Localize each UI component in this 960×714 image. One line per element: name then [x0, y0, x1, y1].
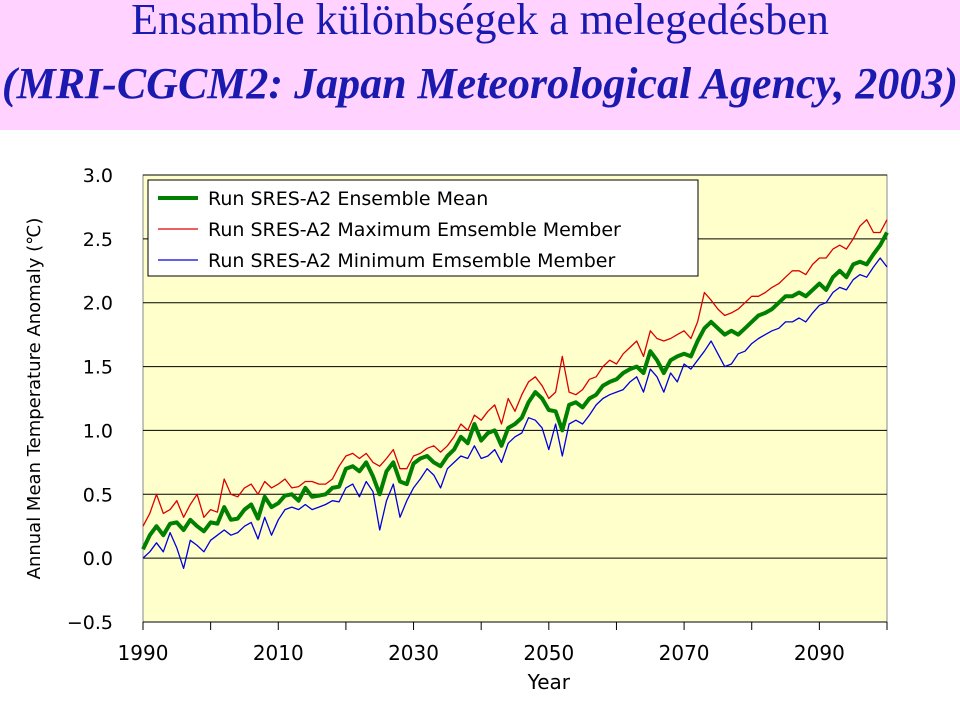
- x-tick-label: 2030: [388, 641, 439, 665]
- legend-label: Run SRES-A2 Maximum Emsemble Member: [208, 219, 621, 241]
- x-tick-label: 2070: [659, 641, 710, 665]
- y-tick-label: 1.0: [83, 420, 113, 442]
- x-axis-label: Year: [527, 670, 571, 694]
- legend: Run SRES-A2 Ensemble Mean Run SRES-A2 Max…: [147, 179, 699, 277]
- x-tick-label: 1990: [118, 641, 169, 665]
- y-tick-label: 0.5: [83, 484, 113, 506]
- series-line-mean: [141, 231, 889, 551]
- legend-label: Run SRES-A2 Minimum Emsemble Member: [208, 250, 615, 272]
- temperature-chart: Run SRES-A2 Ensemble Mean Run SRES-A2 Max…: [24, 165, 889, 694]
- legend-box: [147, 179, 699, 277]
- x-tick-label: 2050: [523, 641, 574, 665]
- y-tick-label: 1.5: [83, 357, 113, 379]
- slide-subtitle: (MRI-CGCM2: Japan Meteorological Agency,…: [1, 59, 959, 108]
- legend-label: Run SRES-A2 Ensemble Mean: [208, 188, 488, 210]
- series-line-max: [142, 219, 888, 527]
- y-axis-label: Annual Mean Temperature Anomaly (℃): [24, 218, 45, 580]
- slide-title: Ensamble különbségek a melegedésben: [131, 0, 829, 44]
- x-tick-label: 2010: [253, 641, 304, 665]
- chart-panel: Run SRES-A2 Ensemble Mean Run SRES-A2 Max…: [0, 130, 960, 710]
- series-line-min: [142, 257, 888, 570]
- y-tick-label: −0.5: [67, 612, 113, 634]
- x-tick-label: 2090: [794, 641, 845, 665]
- y-tick-label: 0.0: [83, 548, 113, 570]
- y-tick-label: 2.0: [83, 293, 113, 315]
- slide-header: Ensamble különbségek a melegedésben (MRI…: [0, 0, 960, 130]
- y-tick-label: 2.5: [83, 229, 113, 251]
- series-group: [141, 219, 889, 570]
- y-tick-label: 3.0: [83, 165, 113, 187]
